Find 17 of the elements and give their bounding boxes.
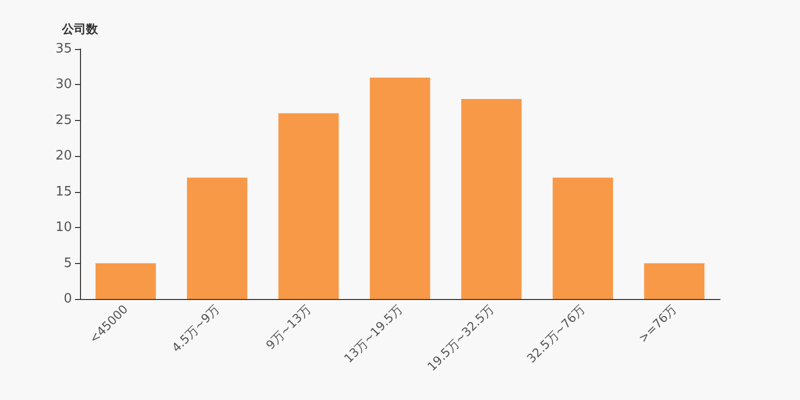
bar bbox=[552, 178, 614, 299]
y-tick-label: 5 bbox=[64, 256, 72, 271]
y-axis-title: 公司数 bbox=[61, 22, 99, 36]
bar bbox=[370, 78, 430, 299]
y-tick-label: 30 bbox=[55, 77, 72, 92]
bar bbox=[186, 178, 248, 299]
bar bbox=[278, 113, 339, 299]
x-tick-label: 4.5万~9万 bbox=[169, 302, 222, 355]
y-tick-label: 10 bbox=[55, 220, 72, 236]
y-tick-label: 15 bbox=[55, 184, 72, 200]
y-tick-label: 0 bbox=[64, 292, 72, 306]
y-tick-label: 35 bbox=[55, 42, 72, 56]
bar bbox=[644, 263, 704, 299]
y-tick-label: 20 bbox=[55, 148, 72, 164]
bar bbox=[461, 99, 522, 299]
bar bbox=[96, 263, 156, 299]
y-tick-label: 25 bbox=[55, 112, 72, 128]
